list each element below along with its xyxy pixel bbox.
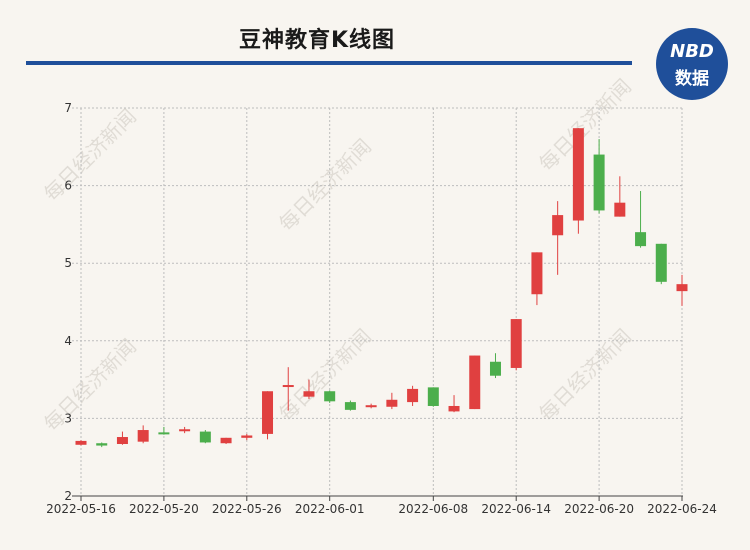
candle xyxy=(241,433,253,441)
candle xyxy=(572,128,584,234)
candle-body xyxy=(676,284,688,292)
x-tick-label: 2022-06-14 xyxy=(481,502,551,516)
candle xyxy=(676,274,688,306)
candle xyxy=(220,437,232,445)
y-tick-label: 5 xyxy=(64,256,72,270)
watermark-text: 每日经济新闻 xyxy=(39,334,141,436)
candle xyxy=(655,243,667,285)
candle xyxy=(199,430,211,444)
candle xyxy=(303,379,315,399)
title-underline xyxy=(26,61,632,65)
candle xyxy=(531,252,543,306)
candle xyxy=(593,139,605,214)
candle-body xyxy=(427,387,439,406)
candle-body xyxy=(116,437,128,445)
x-tick-label: 2022-06-24 xyxy=(647,502,717,516)
page-title: 豆神教育K线图 xyxy=(238,28,396,53)
candle-body xyxy=(344,402,356,410)
watermark-text: 每日经济新闻 xyxy=(534,324,636,426)
candle-body xyxy=(635,232,647,247)
candle xyxy=(427,387,439,407)
candle xyxy=(158,426,170,435)
tick-labels: 2 3 4 5 6 7 2022-05-16 2022-05-20 2022-05-26 2022… xyxy=(46,101,717,516)
candle-body xyxy=(386,399,398,407)
x-tick-label: 2022-06-20 xyxy=(564,502,634,516)
candle-body xyxy=(158,432,170,435)
candle xyxy=(179,426,191,434)
candle xyxy=(116,431,128,445)
candle xyxy=(282,367,294,411)
candle-body xyxy=(303,391,315,397)
candle-body xyxy=(572,128,584,221)
candle xyxy=(614,176,626,217)
candle-body xyxy=(96,443,108,446)
candle-body xyxy=(407,388,419,403)
candle-body xyxy=(552,215,564,236)
candle-body xyxy=(179,429,191,432)
candle xyxy=(137,425,149,444)
candle-body xyxy=(199,431,211,443)
y-tick-label: 2 xyxy=(64,489,72,503)
grid-lines xyxy=(72,107,683,496)
watermark-text: 每日经济新闻 xyxy=(274,324,376,426)
candle-body xyxy=(593,154,605,211)
candle xyxy=(489,353,501,379)
candle-body xyxy=(220,437,232,444)
candle xyxy=(386,392,398,410)
candle-body xyxy=(614,202,626,217)
candle xyxy=(344,400,356,411)
candle-body xyxy=(137,430,149,442)
watermark-text: 每日经济新闻 xyxy=(274,134,376,236)
nbd-logo: NBD 数据 xyxy=(656,28,728,100)
y-tick-label: 6 xyxy=(64,179,72,193)
candle xyxy=(469,355,481,410)
x-tick-label: 2022-05-26 xyxy=(212,502,282,516)
logo-text-data: 数据 xyxy=(675,69,709,89)
candle xyxy=(407,385,419,406)
candle-body xyxy=(324,391,336,402)
y-tick-label: 3 xyxy=(64,411,72,425)
candle-body xyxy=(262,391,274,434)
candles xyxy=(75,128,688,448)
x-tick-label: 2022-06-08 xyxy=(398,502,468,516)
candle xyxy=(324,390,336,403)
candle xyxy=(365,403,377,409)
candle-body xyxy=(365,405,377,408)
candle xyxy=(448,395,460,413)
candle xyxy=(635,191,647,248)
y-tick-label: 7 xyxy=(64,101,72,115)
candle-body xyxy=(448,405,460,412)
candle-body xyxy=(531,252,543,295)
candle-body xyxy=(510,319,522,368)
candle-body xyxy=(241,435,253,438)
x-tick-label: 2022-06-01 xyxy=(295,502,365,516)
candle-body xyxy=(489,361,501,376)
candle xyxy=(75,440,87,446)
x-tick-label: 2022-05-20 xyxy=(129,502,199,516)
y-tick-label: 4 xyxy=(64,334,72,348)
candle-body xyxy=(282,385,294,388)
candle xyxy=(552,201,564,275)
candle-body xyxy=(655,243,667,282)
candle-body xyxy=(469,355,481,410)
logo-text-nbd: NBD xyxy=(670,41,714,62)
watermark-text: 每日经济新闻 xyxy=(534,74,636,176)
candle-body xyxy=(75,440,87,445)
candle xyxy=(262,391,274,440)
axes xyxy=(72,495,683,501)
candle xyxy=(510,319,522,371)
x-tick-label: 2022-05-16 xyxy=(46,502,116,516)
candle xyxy=(96,442,108,448)
watermark-text: 每日经济新闻 xyxy=(39,104,141,206)
